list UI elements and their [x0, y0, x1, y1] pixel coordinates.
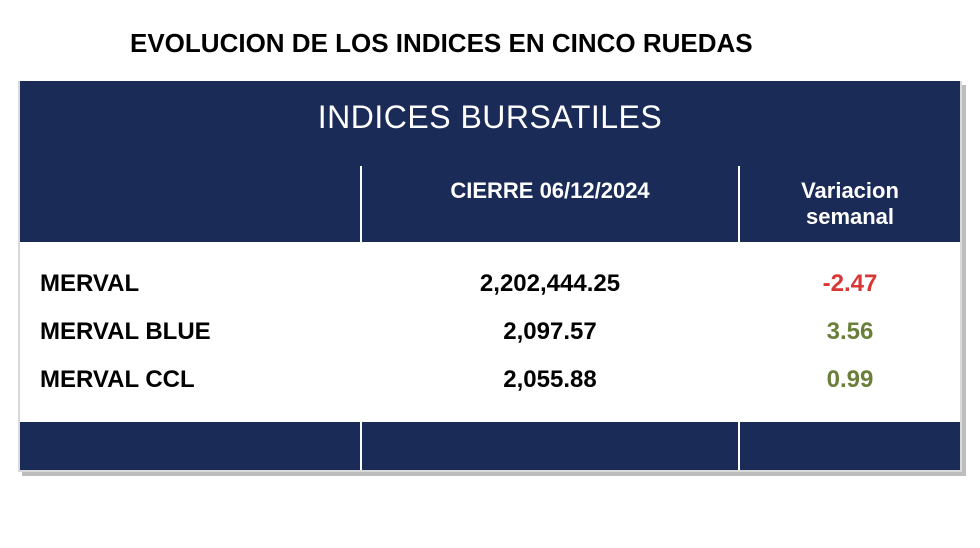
table-gap — [20, 404, 960, 422]
table-row: MERVAL CCL 2,055.88 0.99 — [20, 356, 960, 404]
index-variation: 3.56 — [740, 308, 960, 356]
index-close: 2,055.88 — [360, 356, 740, 404]
table-gap — [20, 242, 960, 260]
index-name: MERVAL CCL — [20, 356, 360, 404]
table-row: MERVAL BLUE 2,097.57 3.56 — [20, 308, 960, 356]
index-close: 2,097.57 — [360, 308, 740, 356]
index-name: MERVAL BLUE — [20, 308, 360, 356]
index-variation: 0.99 — [740, 356, 960, 404]
header-close: CIERRE 06/12/2024 — [360, 166, 740, 242]
table-footer-row — [20, 422, 960, 470]
table-row: MERVAL 2,202,444.25 -2.47 — [20, 260, 960, 308]
index-variation: -2.47 — [740, 260, 960, 308]
footer-cell — [740, 422, 960, 470]
footer-cell — [360, 422, 740, 470]
header-blank — [20, 166, 360, 242]
table-spacer — [20, 154, 960, 166]
index-close: 2,202,444.25 — [360, 260, 740, 308]
table-header-row: CIERRE 06/12/2024 Variacion semanal — [20, 166, 960, 242]
page-title: EVOLUCION DE LOS INDICES EN CINCO RUEDAS — [130, 28, 980, 59]
header-variation: Variacion semanal — [740, 166, 960, 242]
footer-cell — [20, 422, 360, 470]
table-title: INDICES BURSATILES — [20, 81, 960, 154]
indices-table: INDICES BURSATILES CIERRE 06/12/2024 Var… — [18, 81, 962, 472]
index-name: MERVAL — [20, 260, 360, 308]
